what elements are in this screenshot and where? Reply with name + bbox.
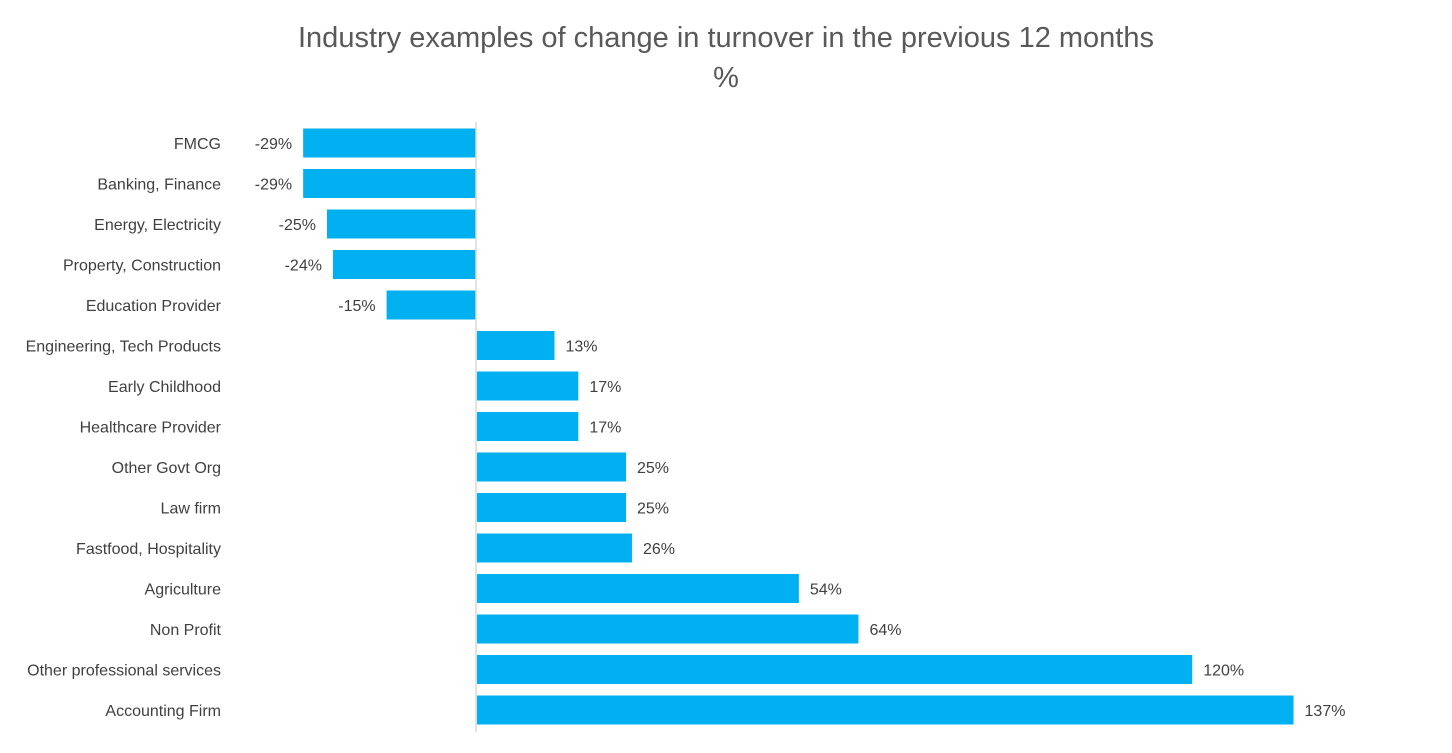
data-label: 26% xyxy=(643,541,675,558)
bar xyxy=(477,655,1193,684)
category-label: Energy, Electricity xyxy=(94,217,221,234)
bar xyxy=(332,250,476,279)
category-label: Non Profit xyxy=(150,622,222,639)
bar xyxy=(477,614,859,644)
data-label: 137% xyxy=(1305,703,1346,720)
data-label: -29% xyxy=(255,177,292,194)
bar xyxy=(303,128,476,158)
bar xyxy=(477,493,626,522)
chart-subtitle: % xyxy=(713,62,739,94)
data-label: 17% xyxy=(589,420,621,437)
data-label: 13% xyxy=(565,339,597,356)
bar xyxy=(477,371,579,401)
bar xyxy=(303,169,476,198)
bars-layer xyxy=(303,128,1294,725)
data-label: -29% xyxy=(255,136,292,153)
data-label: 25% xyxy=(637,501,669,518)
category-label: FMCG xyxy=(174,136,221,153)
category-label: Education Provider xyxy=(86,298,222,315)
data-label: -15% xyxy=(338,298,375,315)
category-label: Fastfood, Hospitality xyxy=(76,541,221,558)
category-label: Banking, Finance xyxy=(97,177,221,194)
bar xyxy=(477,695,1294,725)
value-labels: -29% -29% -25% -24% -15% 13% 17% 17% 25% 25% 26% 54… xyxy=(255,136,1346,720)
category-labels: FMCG Banking, Finance Energy, Electricity P… xyxy=(26,136,222,720)
data-label: 17% xyxy=(589,379,621,396)
data-label: -25% xyxy=(279,217,316,234)
category-label: Other professional services xyxy=(27,663,221,680)
category-label: Agriculture xyxy=(145,582,222,599)
bar xyxy=(477,452,626,482)
category-label: Other Govt Org xyxy=(112,460,221,477)
category-label: Engineering, Tech Products xyxy=(26,339,221,356)
category-label: Property, Construction xyxy=(63,258,221,275)
chart-title: Industry examples of change in turnover … xyxy=(298,22,1154,54)
category-label: Healthcare Provider xyxy=(80,420,222,437)
data-label: -24% xyxy=(285,258,322,275)
category-label: Law firm xyxy=(161,501,221,518)
bar xyxy=(477,574,799,603)
bar xyxy=(477,331,555,360)
bar xyxy=(386,290,476,320)
bar xyxy=(477,412,579,441)
category-label: Accounting Firm xyxy=(105,703,221,720)
category-label: Early Childhood xyxy=(108,379,221,396)
data-label: 25% xyxy=(637,460,669,477)
bar xyxy=(327,209,476,239)
data-label: 54% xyxy=(810,582,842,599)
data-label: 120% xyxy=(1203,663,1244,680)
bar xyxy=(477,533,632,563)
data-label: 64% xyxy=(869,622,901,639)
